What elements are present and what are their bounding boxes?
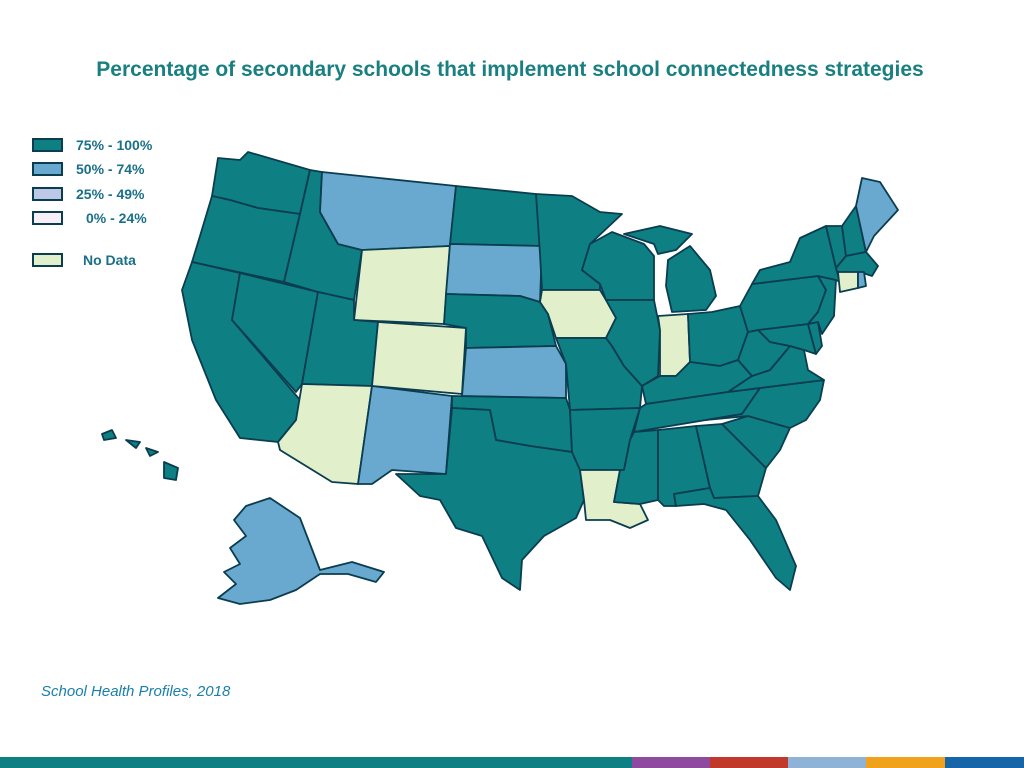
state-co bbox=[371, 321, 467, 395]
source-citation: School Health Profiles, 2018 bbox=[41, 683, 231, 700]
state-nd bbox=[449, 185, 543, 247]
page-title: Percentage of secondary schools that imp… bbox=[96, 58, 924, 81]
legend-label: 75% - 100% bbox=[76, 137, 153, 153]
state-il bbox=[605, 299, 661, 387]
state-tx bbox=[395, 407, 585, 591]
footer-segment bbox=[632, 757, 710, 768]
state-nj bbox=[807, 275, 837, 335]
state-ak bbox=[217, 497, 385, 605]
legend-label: 50% - 74% bbox=[76, 161, 145, 177]
state-ct bbox=[837, 271, 859, 293]
state-nm bbox=[357, 385, 453, 485]
state-ri bbox=[857, 271, 867, 289]
legend-label: 0% - 24% bbox=[86, 210, 147, 226]
footer-color-bar bbox=[0, 757, 1024, 768]
state-mt bbox=[319, 171, 457, 251]
footer-segment bbox=[0, 757, 632, 768]
footer-segment bbox=[710, 757, 788, 768]
state-ny bbox=[751, 225, 841, 285]
state-sc bbox=[721, 415, 791, 469]
legend-swatch bbox=[32, 187, 63, 201]
footer-segment bbox=[866, 757, 945, 768]
state-ks bbox=[461, 345, 567, 399]
legend-label: 25% - 49% bbox=[76, 186, 145, 202]
legend-swatch bbox=[32, 211, 63, 225]
legend-swatch bbox=[32, 253, 63, 267]
footer-segment bbox=[788, 757, 866, 768]
legend-swatch bbox=[32, 162, 63, 176]
state-mi bbox=[623, 225, 717, 313]
legend-label: No Data bbox=[83, 252, 136, 268]
footer-segment bbox=[945, 757, 1024, 768]
state-hi bbox=[101, 429, 179, 481]
state-sd bbox=[445, 243, 543, 303]
state-fl bbox=[673, 487, 797, 591]
state-wy bbox=[353, 245, 451, 325]
legend-swatch bbox=[32, 138, 63, 152]
